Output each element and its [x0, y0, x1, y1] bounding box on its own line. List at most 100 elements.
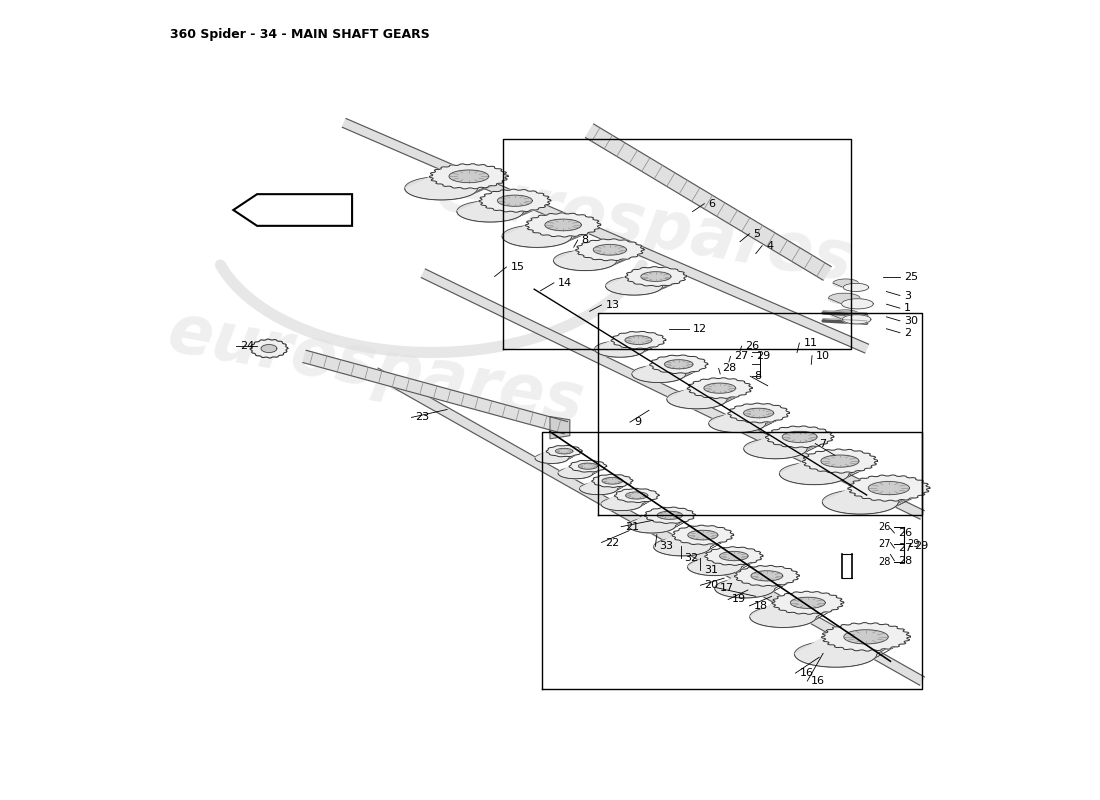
Text: 3: 3	[904, 290, 911, 301]
Text: 16: 16	[800, 668, 813, 678]
Polygon shape	[705, 546, 763, 566]
Polygon shape	[766, 426, 834, 448]
Text: 360 Spider - 34 - MAIN SHAFT GEARS: 360 Spider - 34 - MAIN SHAFT GEARS	[170, 28, 430, 41]
Text: 22: 22	[605, 538, 619, 547]
Polygon shape	[744, 408, 773, 418]
Polygon shape	[553, 250, 617, 270]
Polygon shape	[828, 298, 873, 309]
Text: 31: 31	[704, 566, 718, 575]
Polygon shape	[821, 455, 859, 467]
Polygon shape	[595, 340, 663, 357]
Text: 27: 27	[735, 351, 749, 362]
Text: 8: 8	[755, 371, 761, 382]
Text: 27: 27	[878, 539, 890, 549]
Text: 29: 29	[756, 351, 770, 362]
Polygon shape	[715, 576, 796, 598]
Text: 21: 21	[625, 522, 639, 532]
Polygon shape	[558, 467, 593, 478]
Polygon shape	[750, 606, 816, 627]
Polygon shape	[429, 164, 508, 189]
Polygon shape	[833, 279, 858, 287]
Polygon shape	[828, 294, 860, 303]
Text: 28: 28	[899, 556, 913, 566]
Text: 28: 28	[723, 363, 737, 374]
Polygon shape	[664, 360, 693, 369]
Polygon shape	[631, 364, 705, 382]
Polygon shape	[823, 488, 927, 514]
Text: 19: 19	[733, 594, 746, 605]
Polygon shape	[544, 219, 581, 230]
Polygon shape	[374, 368, 924, 685]
Polygon shape	[708, 414, 766, 433]
Polygon shape	[547, 446, 582, 457]
Text: 29: 29	[908, 539, 920, 550]
Polygon shape	[830, 310, 859, 319]
Polygon shape	[830, 314, 871, 324]
Polygon shape	[593, 245, 627, 255]
Polygon shape	[772, 591, 844, 614]
Polygon shape	[631, 366, 685, 382]
Polygon shape	[535, 451, 581, 463]
Text: 26: 26	[746, 341, 760, 351]
Polygon shape	[602, 478, 623, 484]
Polygon shape	[744, 437, 832, 458]
Polygon shape	[342, 118, 869, 353]
Polygon shape	[575, 239, 645, 261]
Polygon shape	[794, 637, 907, 667]
Polygon shape	[595, 341, 646, 357]
Text: 8: 8	[582, 235, 588, 245]
Polygon shape	[585, 124, 832, 280]
Text: 30: 30	[904, 316, 917, 326]
Polygon shape	[612, 331, 666, 349]
Polygon shape	[868, 482, 910, 494]
Polygon shape	[233, 194, 352, 226]
Polygon shape	[579, 463, 597, 470]
Polygon shape	[580, 482, 617, 494]
Text: 12: 12	[693, 324, 706, 334]
Text: 20: 20	[704, 580, 718, 590]
Polygon shape	[502, 225, 572, 247]
Text: 29: 29	[914, 542, 928, 551]
Polygon shape	[421, 269, 924, 519]
Polygon shape	[628, 518, 675, 533]
Text: eurospares: eurospares	[163, 299, 590, 438]
Polygon shape	[842, 298, 873, 309]
Text: 4: 4	[766, 241, 773, 250]
Polygon shape	[250, 339, 288, 358]
Polygon shape	[645, 507, 695, 523]
Text: 1: 1	[904, 303, 911, 313]
Polygon shape	[615, 488, 659, 502]
Polygon shape	[653, 538, 711, 556]
Polygon shape	[688, 556, 761, 575]
Polygon shape	[667, 390, 727, 409]
Text: 25: 25	[904, 272, 918, 282]
Polygon shape	[653, 535, 732, 556]
Polygon shape	[625, 266, 686, 286]
Text: 32: 32	[684, 554, 699, 563]
Polygon shape	[456, 201, 524, 222]
Polygon shape	[628, 515, 693, 533]
Polygon shape	[708, 413, 788, 433]
Text: 33: 33	[659, 542, 673, 551]
Polygon shape	[833, 283, 869, 291]
Polygon shape	[667, 388, 750, 409]
Polygon shape	[302, 350, 568, 434]
Polygon shape	[553, 250, 641, 270]
Polygon shape	[657, 511, 682, 519]
Polygon shape	[626, 492, 648, 499]
Polygon shape	[844, 283, 869, 291]
Polygon shape	[449, 170, 488, 182]
Polygon shape	[715, 578, 774, 598]
Polygon shape	[794, 641, 877, 667]
Text: 15: 15	[510, 262, 525, 272]
Polygon shape	[556, 448, 573, 454]
Polygon shape	[526, 213, 601, 237]
Polygon shape	[823, 490, 899, 514]
Polygon shape	[791, 598, 825, 608]
Polygon shape	[580, 481, 631, 494]
Polygon shape	[704, 383, 736, 394]
Polygon shape	[601, 498, 642, 510]
Polygon shape	[405, 176, 505, 200]
Polygon shape	[688, 530, 718, 540]
Polygon shape	[641, 272, 671, 282]
